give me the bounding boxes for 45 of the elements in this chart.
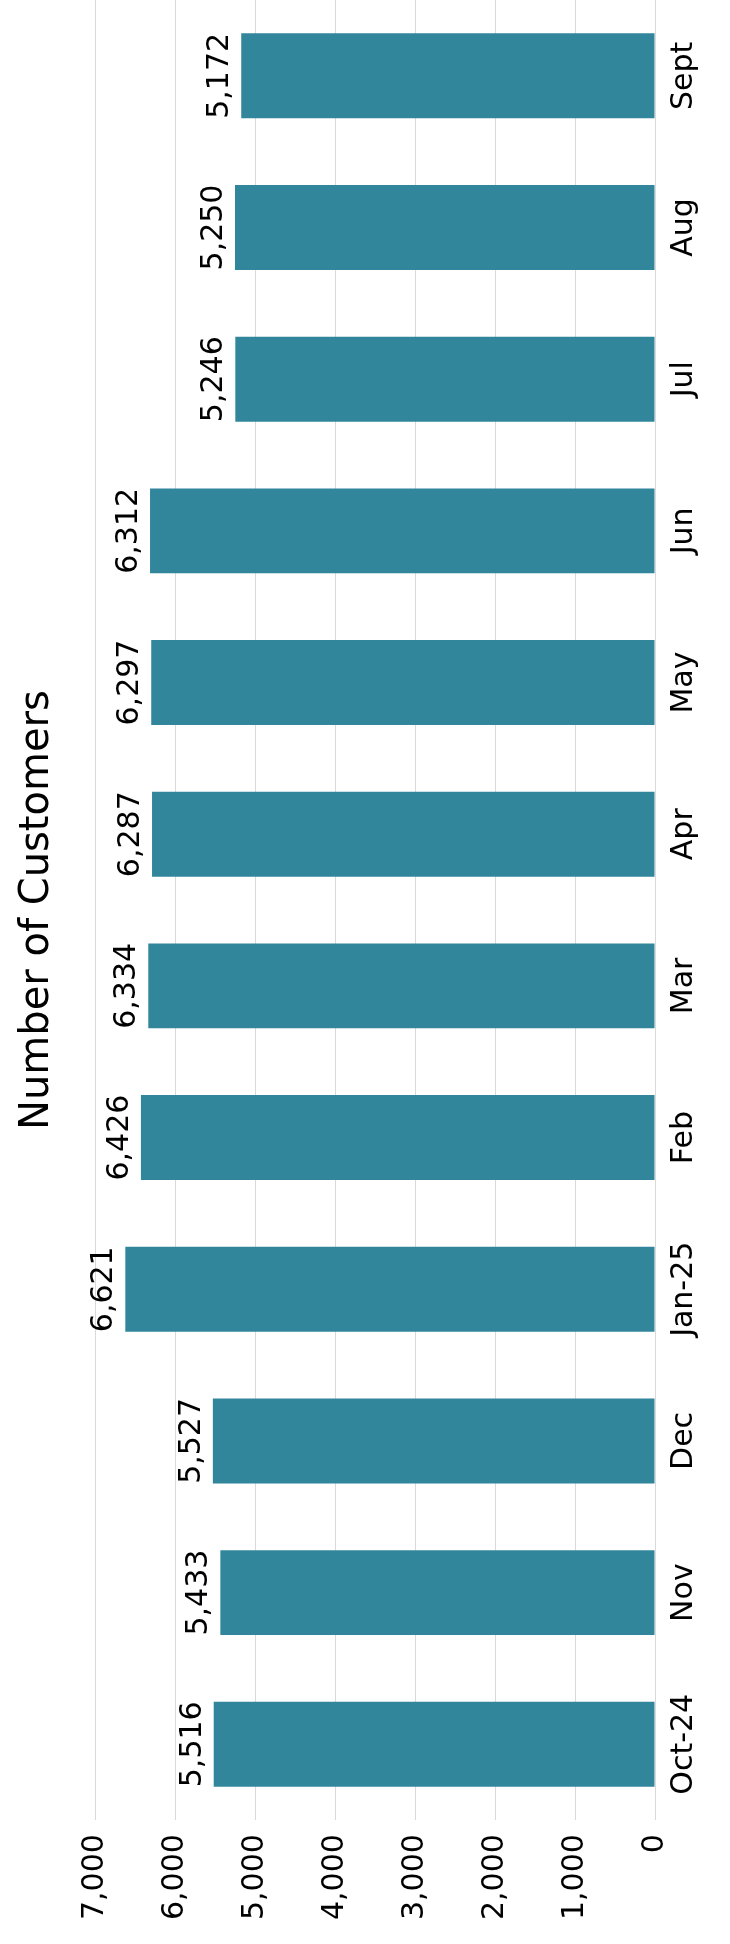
y-tick-label: Jul <box>663 361 699 400</box>
x-tick-label: 0 <box>634 1834 670 1854</box>
y-tick-label: Jan-25 <box>663 1241 699 1339</box>
data-label: 6,297 <box>110 639 146 726</box>
bar <box>220 1550 655 1636</box>
data-label: 5,516 <box>172 1701 208 1788</box>
data-label: 5,246 <box>194 336 230 423</box>
bar <box>235 185 655 270</box>
x-tick-label: 3,000 <box>394 1834 430 1921</box>
bar <box>213 1701 655 1787</box>
y-tick-label: Nov <box>663 1563 699 1622</box>
bar <box>140 1095 655 1181</box>
y-tick-label: May <box>663 651 699 714</box>
x-tick-label: 6,000 <box>154 1834 190 1921</box>
data-label: 5,527 <box>171 1397 207 1484</box>
data-label: 5,250 <box>193 184 229 271</box>
data-label: 5,433 <box>179 1549 215 1636</box>
bar <box>151 640 655 726</box>
y-tick-label: Oct-24 <box>663 1693 699 1795</box>
data-label: 6,621 <box>84 1246 120 1333</box>
x-tick-label: 7,000 <box>74 1834 110 1921</box>
data-label: 6,426 <box>99 1094 135 1181</box>
data-label: 6,334 <box>107 942 143 1029</box>
bar <box>148 943 655 1029</box>
bar <box>241 33 655 119</box>
bar <box>152 791 655 877</box>
y-tick-label: Dec <box>663 1411 699 1470</box>
bar <box>125 1246 655 1332</box>
y-tick-label: Aug <box>663 198 699 257</box>
text: Number of Customers <box>11 690 58 1130</box>
x-tick-label: 4,000 <box>314 1834 350 1921</box>
y-tick-label: Jun <box>663 507 699 557</box>
y-tick-label: Mar <box>663 956 699 1015</box>
x-tick-label: 2,000 <box>474 1834 510 1921</box>
data-label: 6,312 <box>108 487 144 574</box>
bar <box>212 1398 655 1484</box>
x-tick-label: 1,000 <box>554 1834 590 1921</box>
bar <box>235 336 655 422</box>
y-tick-label: Apr <box>663 807 699 861</box>
x-tick-label: 5,000 <box>234 1834 270 1921</box>
y-tick-label: Sept <box>663 41 699 110</box>
data-label: 6,287 <box>110 791 146 878</box>
data-label: 5,172 <box>200 32 236 119</box>
y-tick-label: Feb <box>663 1111 699 1165</box>
bar <box>150 488 655 574</box>
